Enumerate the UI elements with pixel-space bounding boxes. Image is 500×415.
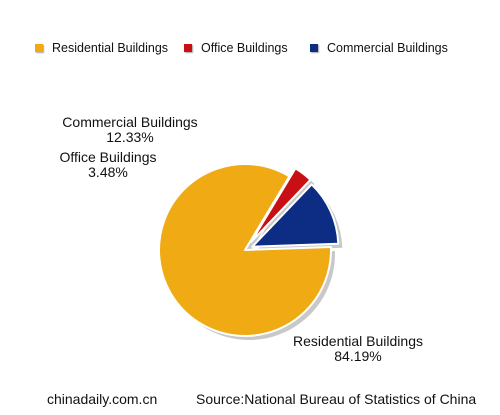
pie-slice-office — [250, 167, 312, 244]
footer-source: Source:National Bureau of Statistics of … — [196, 391, 477, 407]
pie-label-name-commercial: Commercial Buildings — [62, 114, 197, 130]
pie-slices — [158, 163, 340, 337]
legend-item-residential: Residential Buildings — [35, 36, 168, 60]
pie-label-percent-residential: 84.19% — [334, 348, 381, 364]
chart-legend: Residential Buildings Office Buildings C… — [0, 36, 500, 60]
legend-swatch-office — [184, 44, 192, 52]
legend-label-office: Office Buildings — [201, 41, 288, 55]
pie-slice-residential — [158, 163, 332, 337]
pie-label-name-office: Office Buildings — [59, 149, 156, 165]
legend-label-commercial: Commercial Buildings — [327, 41, 448, 55]
legend-item-commercial: Commercial Buildings — [310, 36, 448, 60]
legend-swatch-residential — [35, 44, 43, 52]
pie-label-percent-commercial: 12.33% — [106, 129, 153, 145]
footer-site: chinadaily.com.cn — [47, 391, 158, 407]
pie-label-percent-office: 3.48% — [88, 164, 128, 180]
pie-label-name-residential: Residential Buildings — [293, 333, 423, 349]
pie-slice-commercial — [251, 183, 340, 248]
legend-swatch-commercial — [310, 44, 318, 52]
legend-label-residential: Residential Buildings — [52, 41, 169, 55]
legend-item-office: Office Buildings — [184, 36, 288, 60]
